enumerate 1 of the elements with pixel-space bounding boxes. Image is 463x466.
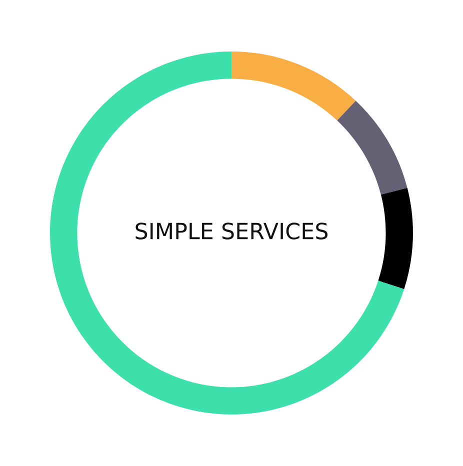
text: SIMPLE SERVICES xyxy=(136,222,328,240)
